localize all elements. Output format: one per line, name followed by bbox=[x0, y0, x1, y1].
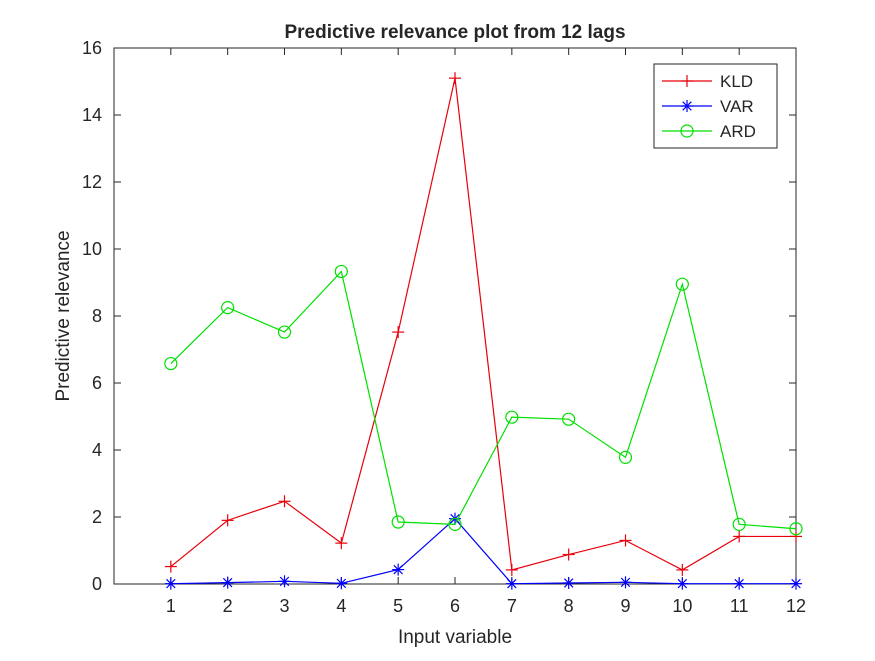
point-var-marker bbox=[562, 576, 575, 589]
series-line-ard bbox=[170, 270, 797, 530]
point-kld-marker bbox=[676, 563, 689, 576]
y-tick-label: 14 bbox=[82, 105, 102, 125]
y-tick-label: 0 bbox=[92, 574, 102, 594]
point-kld-marker bbox=[164, 560, 177, 573]
point-var-marker bbox=[790, 577, 802, 590]
x-tick-label: 10 bbox=[672, 596, 692, 616]
point-ard-marker bbox=[562, 412, 576, 426]
x-tick-label: 6 bbox=[450, 596, 460, 616]
legend-item-var: VAR bbox=[662, 97, 754, 116]
x-tick-label: 4 bbox=[336, 596, 346, 616]
point-var-marker bbox=[335, 577, 348, 590]
point-kld-marker bbox=[335, 537, 348, 550]
legend-item-kld: KLD bbox=[662, 72, 753, 91]
point-kld-marker bbox=[278, 495, 291, 508]
point-var-marker bbox=[619, 576, 632, 589]
point-ard-marker bbox=[448, 517, 462, 531]
y-tick-label: 2 bbox=[92, 507, 102, 527]
point-ard-marker bbox=[164, 356, 178, 371]
x-axis-label: Input variable bbox=[398, 627, 512, 648]
point-kld-marker bbox=[733, 530, 746, 543]
point-ard-marker bbox=[732, 517, 746, 531]
point-kld-marker bbox=[392, 326, 405, 339]
series-kld bbox=[164, 72, 802, 576]
point-var-marker bbox=[392, 563, 405, 576]
legend-var-marker bbox=[681, 100, 693, 112]
point-var-marker bbox=[676, 577, 689, 590]
y-tick-label: 12 bbox=[82, 172, 102, 192]
point-var-marker bbox=[221, 576, 234, 589]
point-kld-marker bbox=[221, 514, 234, 527]
point-ard-marker bbox=[618, 450, 633, 464]
x-tick-label: 7 bbox=[507, 596, 517, 616]
point-kld-marker bbox=[619, 534, 632, 547]
legend-label-kld: KLD bbox=[720, 72, 753, 91]
x-tick-label: 1 bbox=[166, 596, 176, 616]
point-ard-marker bbox=[505, 410, 519, 424]
x-tick-label: 12 bbox=[786, 596, 806, 616]
point-var-marker bbox=[164, 577, 177, 590]
y-axis-label: Predictive relevance bbox=[53, 230, 74, 401]
point-kld-marker bbox=[505, 563, 518, 576]
x-tick-label: 11 bbox=[730, 596, 749, 616]
x-tick-label: 2 bbox=[223, 596, 233, 616]
point-var-marker bbox=[278, 575, 291, 588]
point-ard-marker bbox=[675, 277, 689, 291]
point-ard-marker bbox=[221, 301, 235, 315]
x-tick-label: 8 bbox=[564, 596, 574, 616]
series-ard bbox=[164, 264, 803, 536]
series-layer bbox=[164, 72, 803, 590]
series-line-var bbox=[170, 517, 796, 585]
x-tick-label: 9 bbox=[620, 596, 630, 616]
point-ard-marker bbox=[789, 522, 803, 536]
point-kld-marker bbox=[562, 548, 575, 561]
legend-label-var: VAR bbox=[720, 97, 754, 116]
point-ard-marker bbox=[277, 325, 292, 339]
y-tick-label: 4 bbox=[92, 440, 102, 460]
legend-label-ard: ARD bbox=[720, 122, 756, 141]
y-tick-label: 6 bbox=[92, 373, 102, 393]
point-kld-marker bbox=[790, 530, 802, 543]
point-kld-marker bbox=[449, 72, 461, 85]
legend: KLD VAR ARD bbox=[653, 63, 778, 149]
point-ard-marker bbox=[391, 515, 405, 529]
legend-item-ard: ARD bbox=[662, 122, 756, 141]
y-tick-label: 16 bbox=[82, 38, 102, 58]
legend-kld-marker bbox=[681, 75, 693, 87]
legend-ard-marker bbox=[680, 124, 694, 138]
point-var-marker bbox=[733, 577, 746, 590]
chart-title: Predictive relevance plot from 12 lags bbox=[284, 22, 625, 43]
x-tick-label: 3 bbox=[279, 596, 289, 616]
series-var bbox=[164, 512, 802, 590]
x-tick-label: 5 bbox=[393, 596, 403, 616]
series-line-kld bbox=[170, 78, 796, 571]
point-var-marker bbox=[505, 577, 518, 590]
y-tick-label: 8 bbox=[92, 306, 102, 326]
point-ard-marker bbox=[334, 264, 348, 279]
y-tick-label: 10 bbox=[82, 239, 102, 259]
